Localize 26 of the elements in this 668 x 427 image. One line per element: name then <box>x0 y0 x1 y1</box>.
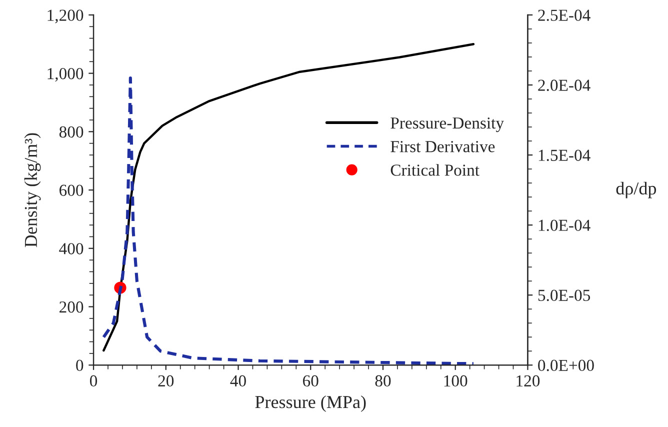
x-tick-label: 100 <box>444 375 468 387</box>
y2-tick-label: 2.0E-04 <box>538 80 590 91</box>
legend-label: Pressure-Density <box>390 117 504 132</box>
y-tick-label: 1,200 <box>48 10 84 24</box>
legend-label: First Derivative <box>390 141 495 152</box>
y-tick-label: 800 <box>59 126 84 138</box>
x-tick-label: 120 <box>516 375 540 387</box>
y2-tick-label: 0.0E+00 <box>538 360 594 372</box>
y2-tick-label: 2.5E-04 <box>538 10 590 21</box>
legend-label: Critical Point <box>390 164 480 176</box>
y2-tick-label: 5.0E-05 <box>538 290 590 302</box>
y2-tick-label: 1.0E-04 <box>538 220 590 232</box>
x-tick-label: 60 <box>303 375 318 387</box>
x-tick-label: 80 <box>375 375 391 387</box>
y-tick-label: 400 <box>59 243 84 254</box>
y-tick-label: 1,000 <box>48 68 84 82</box>
x-tick-label: 20 <box>158 375 174 387</box>
y2-axis-title: dρ/dp <box>616 182 656 198</box>
y2-tick-label: 1.5E-04 <box>538 150 590 162</box>
y-tick-label: 200 <box>60 301 84 313</box>
x-axis-title: Pressure (MPa) <box>255 395 366 412</box>
y-tick-label: 0 <box>76 360 84 372</box>
x-tick-label: 40 <box>230 375 246 387</box>
x-tick-label: 0 <box>90 375 98 387</box>
y-tick-label: 600 <box>60 184 84 196</box>
y-axis-title: Density (kg/m³) <box>24 133 41 248</box>
